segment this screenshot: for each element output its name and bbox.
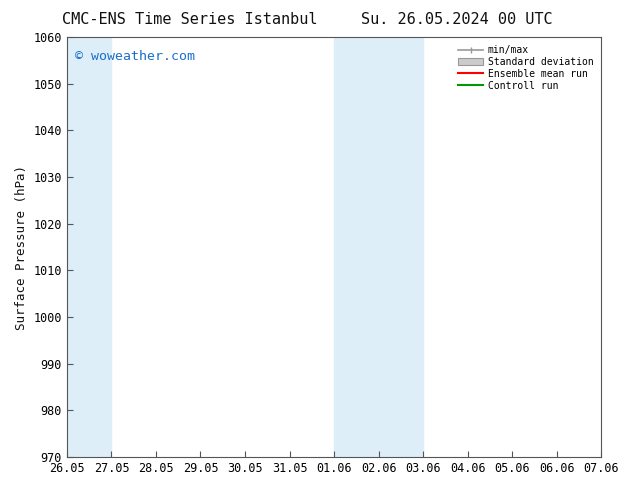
Text: CMC-ENS Time Series Istanbul: CMC-ENS Time Series Istanbul (63, 12, 318, 27)
Bar (334, 37, 423, 457)
Y-axis label: Surface Pressure (hPa): Surface Pressure (hPa) (15, 165, 28, 330)
Text: © woweather.com: © woweather.com (75, 50, 195, 63)
Bar (67, 37, 112, 457)
Legend: min/max, Standard deviation, Ensemble mean run, Controll run: min/max, Standard deviation, Ensemble me… (456, 42, 597, 94)
Text: Su. 26.05.2024 00 UTC: Su. 26.05.2024 00 UTC (361, 12, 552, 27)
